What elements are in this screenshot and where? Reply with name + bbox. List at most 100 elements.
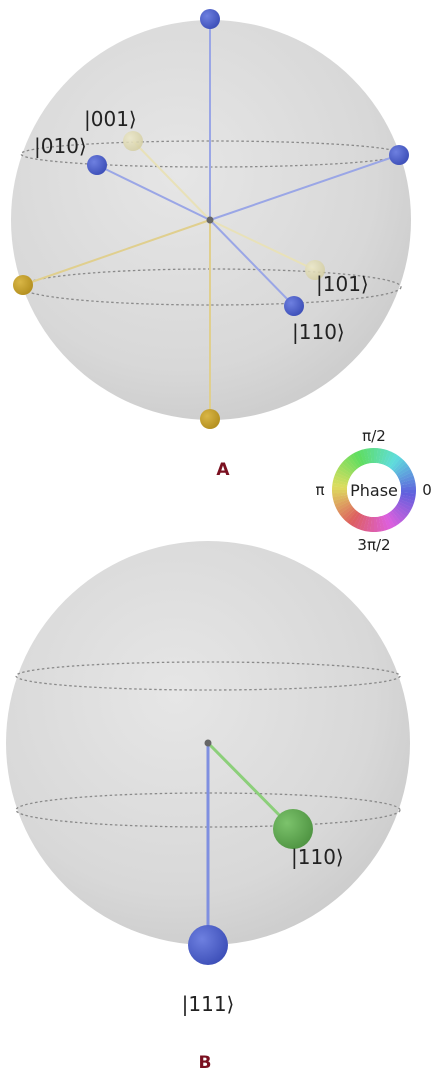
phase-wheel-segment — [400, 494, 416, 501]
point-ket-111-b — [188, 925, 228, 965]
phase-wheel-segment — [337, 503, 352, 515]
phase-wheel-hole — [347, 463, 401, 517]
center-dot-b — [204, 739, 212, 747]
point-ket-101 — [305, 260, 325, 280]
phase-wheel-segment — [391, 509, 404, 523]
vector-ket-101 — [209, 219, 316, 271]
ket-label-010: |010⟩ — [34, 134, 87, 158]
phase-wheel-segment — [332, 486, 348, 491]
ket-label-110-b: |110⟩ — [291, 845, 344, 869]
phase-wheel-segment — [333, 496, 349, 505]
vector-right-equator — [209, 154, 400, 221]
phase-wheel-segment — [396, 465, 411, 477]
phase-wheel-segment — [347, 510, 359, 525]
phase-wheel-segment — [397, 501, 413, 511]
vector-left-equator — [22, 219, 211, 286]
phase-wheel-segment — [363, 516, 370, 532]
phase-wheel-segment — [376, 516, 382, 532]
phase-wheel-segment — [376, 448, 382, 464]
phase-wheel-segment — [389, 455, 401, 470]
point-ket-001 — [123, 131, 143, 151]
phase-wheel-segment — [383, 450, 392, 466]
phase-wheel-segment — [393, 460, 407, 473]
phase-wheel-segment — [399, 475, 415, 484]
phase-wheel-segment — [352, 451, 363, 467]
ket-label-110: |110⟩ — [292, 320, 345, 344]
phase-wheel-segment — [380, 515, 389, 531]
phase-wheel-segment — [393, 507, 407, 520]
phase-wheel-segment — [385, 513, 396, 529]
point-ket-110 — [284, 296, 304, 316]
phase-wheel-segment — [337, 465, 352, 477]
phase-wheel-segment — [332, 482, 348, 488]
panel-b: |110⟩ |111⟩ — [6, 541, 410, 1016]
phase-wheel-segment — [370, 448, 374, 464]
point-right-equator — [389, 145, 409, 165]
phase-wheel-center-label: Phase — [350, 481, 398, 500]
phase-wheel-segment — [378, 516, 386, 532]
phase-wheel-segment — [349, 512, 361, 527]
phase-wheel-segment — [400, 482, 416, 488]
phase-wheel-segment — [385, 451, 395, 467]
phase-wheel-segment — [332, 490, 348, 494]
phase-label-bottom: 3π/2 — [357, 536, 390, 554]
phase-wheel-segment — [346, 455, 359, 470]
ket-label-001: |001⟩ — [84, 107, 137, 131]
phase-wheel-segment — [341, 507, 355, 520]
point-ket-110-b — [273, 809, 313, 849]
phase-wheel-segment — [387, 453, 399, 468]
phase-label-right: 0 — [422, 481, 432, 499]
phase-wheel-segment — [344, 457, 357, 471]
phase-wheel-segment — [389, 510, 402, 525]
phase-wheel-segment — [349, 453, 361, 468]
phase-wheel-segment — [332, 494, 348, 502]
phase-wheel-segment — [396, 503, 411, 515]
ket-label-101: |101⟩ — [316, 272, 369, 296]
phase-wheel-segment — [370, 516, 375, 532]
phase-wheel-segment — [394, 462, 409, 475]
center-dot-a — [206, 216, 214, 224]
phase-wheel-segment — [335, 469, 351, 479]
vector-ket-110-b — [206, 741, 295, 831]
phase-wheel-segment — [398, 472, 414, 481]
phase-wheel-segment — [391, 457, 404, 471]
phase-wheel-segment — [356, 514, 365, 530]
phase-wheel-segment — [400, 478, 416, 486]
phase-wheel-segment — [335, 501, 351, 512]
phase-wheel-segment — [341, 460, 355, 473]
phase-wheel-segment — [362, 448, 370, 464]
phase-wheel-segment — [373, 448, 378, 464]
phase-wheel-segment — [332, 479, 348, 486]
ket-label-111-b: |111⟩ — [182, 992, 235, 1016]
phase-wheel-segment — [333, 475, 349, 484]
equator-lower-b — [15, 792, 401, 828]
phase-wheel-segment — [397, 468, 413, 479]
vector-ket-110 — [209, 219, 295, 307]
phase-wheel-ring — [332, 448, 417, 532]
phase-wheel-segment — [359, 515, 368, 531]
phase-wheel-segment — [378, 448, 385, 464]
phase-wheel-segment — [339, 463, 354, 475]
phase-wheel-segment — [332, 492, 348, 498]
phase-wheel-segment — [334, 499, 350, 508]
phase-wheel-segment — [394, 505, 409, 517]
phase-wheel-segment — [400, 486, 416, 490]
vector-ket-001 — [132, 140, 211, 221]
panel-label-b: B — [199, 1053, 212, 1070]
phase-wheel-segment — [399, 496, 415, 505]
panel-label-a: A — [216, 460, 230, 480]
phase-label-top: π/2 — [362, 427, 386, 445]
point-bottom-pole — [200, 409, 220, 429]
phase-wheel-segment — [353, 513, 363, 529]
vector-ket-010 — [96, 164, 211, 221]
phase-wheel-segment — [400, 489, 417, 494]
phase-wheel-segment — [366, 516, 372, 532]
phase-wheel-segment — [339, 505, 354, 518]
phase-wheel: Phase π/2 π 0 3π/2 — [315, 427, 431, 554]
phase-wheel-segment — [359, 449, 368, 465]
phase-wheel-segment — [383, 514, 392, 530]
phase-wheel-segment — [380, 449, 389, 465]
panel-a: |001⟩ |010⟩ |101⟩ |110⟩ — [11, 9, 411, 429]
phase-wheel-segment — [387, 512, 399, 527]
point-left-equator — [13, 275, 33, 295]
